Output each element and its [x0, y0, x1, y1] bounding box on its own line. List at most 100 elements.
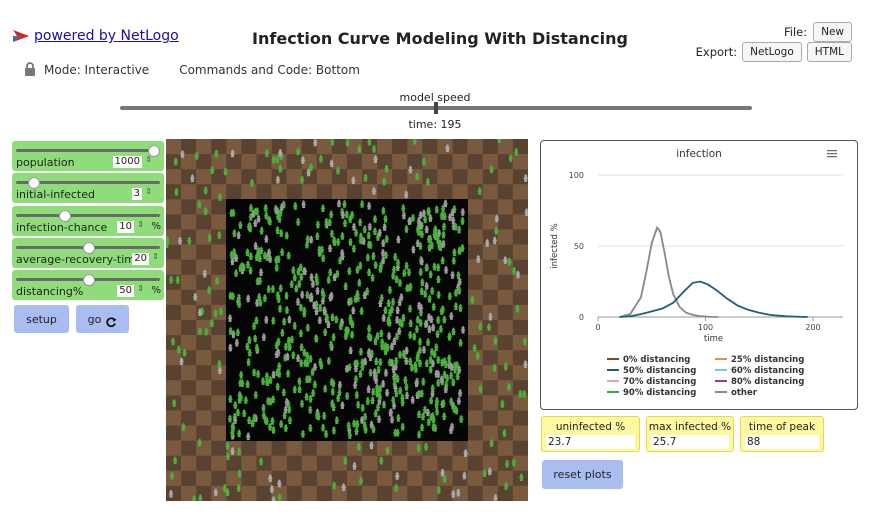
person-agent [309, 272, 315, 281]
person-agent [264, 371, 270, 380]
person-agent [354, 265, 360, 274]
person-agent [414, 324, 420, 333]
powered-by-netlogo[interactable]: powered by NetLogo [12, 28, 179, 44]
person-agent [377, 357, 383, 366]
person-agent [386, 299, 392, 308]
person-agent [279, 328, 285, 337]
person-agent [169, 471, 175, 480]
model-speed-thumb[interactable] [434, 102, 438, 114]
slider-value[interactable]: 3 [131, 188, 142, 200]
person-agent [406, 216, 412, 225]
person-agent [304, 351, 310, 360]
person-agent [428, 355, 434, 364]
person-agent [175, 275, 181, 284]
person-agent [385, 446, 391, 455]
person-agent [347, 430, 353, 439]
slider-knob[interactable] [58, 210, 71, 222]
slider-track[interactable] [16, 181, 160, 184]
world-view[interactable] [166, 139, 528, 501]
reset-plots-button[interactable]: reset plots [542, 460, 623, 489]
series-line [619, 280, 808, 318]
person-agent [223, 167, 229, 176]
person-agent [427, 294, 433, 303]
person-agent [356, 442, 362, 451]
person-agent [310, 279, 316, 288]
stepper-icon[interactable]: ⇕ [137, 220, 144, 229]
person-agent [209, 318, 215, 327]
monitor-value: 25.7 [651, 435, 729, 449]
stepper-icon[interactable]: ⇕ [152, 252, 159, 261]
person-agent [355, 400, 361, 409]
slider-value[interactable]: 50 [117, 285, 134, 297]
person-agent [321, 291, 327, 300]
person-agent [367, 222, 373, 231]
person-agent [420, 412, 426, 421]
person-agent [298, 303, 304, 312]
person-agent [503, 481, 509, 490]
slider-track[interactable] [16, 149, 160, 152]
model-speed-label: model speed [399, 91, 471, 104]
file-new-button[interactable]: New [813, 22, 852, 42]
person-agent [419, 257, 425, 266]
mode-text[interactable]: Mode: Interactive [44, 62, 150, 77]
slider-knob[interactable] [147, 145, 160, 157]
slider-value[interactable]: 20 [132, 253, 149, 265]
person-agent [458, 414, 464, 423]
initial-infected-slider[interactable]: initial-infected 3 ⇕ [12, 173, 164, 203]
stepper-icon[interactable]: ⇕ [137, 284, 144, 293]
person-agent [207, 233, 213, 242]
person-agent [344, 210, 350, 219]
person-agent [335, 166, 341, 175]
person-agent [218, 307, 224, 316]
person-agent [348, 296, 354, 305]
person-agent [301, 199, 307, 208]
setup-button[interactable]: setup [14, 305, 69, 333]
person-agent [271, 155, 277, 164]
person-agent [400, 313, 406, 322]
go-button[interactable]: go [76, 305, 129, 333]
person-agent [202, 269, 208, 278]
slider-knob[interactable] [83, 274, 95, 286]
person-agent [484, 238, 490, 247]
person-agent [383, 214, 389, 223]
slider-value[interactable]: 10 [117, 221, 134, 233]
person-agent [302, 266, 308, 275]
person-agent [271, 425, 277, 434]
slider-knob[interactable] [83, 242, 95, 254]
legend-item: 60% distancing [715, 366, 804, 376]
person-agent [264, 148, 270, 157]
person-agent [312, 380, 318, 389]
person-agent [360, 403, 366, 412]
infection-chance-slider[interactable]: infection-chance 10 ⇕ % [12, 206, 164, 236]
person-agent [289, 335, 295, 344]
lock-icon[interactable] [24, 62, 36, 77]
slider-value[interactable]: 1000 [112, 156, 142, 168]
person-agent [391, 265, 397, 274]
slider-track[interactable] [16, 214, 160, 217]
person-agent [431, 302, 437, 311]
slider-knob[interactable] [28, 177, 41, 189]
person-agent [261, 332, 267, 341]
person-agent [396, 326, 402, 335]
person-agent [176, 345, 182, 354]
commands-code-text[interactable]: Commands and Code: Bottom [179, 62, 360, 77]
average-recovery-time-slider[interactable]: average-recovery-time 20 ⇕ [12, 238, 164, 268]
person-agent [234, 338, 240, 347]
person-agent [310, 367, 316, 376]
person-agent [517, 389, 523, 398]
distancing-slider[interactable]: distancing% 50 ⇕ % [12, 270, 164, 300]
export-netlogo-button[interactable]: NetLogo [742, 42, 802, 62]
stepper-icon[interactable]: ⇕ [145, 155, 152, 164]
powered-by-link[interactable]: powered by NetLogo [34, 28, 179, 44]
population-slider[interactable]: population 1000 ⇕ [12, 141, 164, 171]
person-agent [403, 356, 409, 365]
person-agent [440, 468, 446, 477]
stepper-icon[interactable]: ⇕ [145, 187, 152, 196]
person-agent [347, 214, 353, 223]
hamburger-icon[interactable] [827, 150, 837, 158]
person-agent [514, 304, 520, 313]
export-html-button[interactable]: HTML [806, 42, 852, 62]
person-agent [416, 409, 422, 418]
person-agent [394, 315, 400, 324]
person-agent [331, 332, 337, 341]
